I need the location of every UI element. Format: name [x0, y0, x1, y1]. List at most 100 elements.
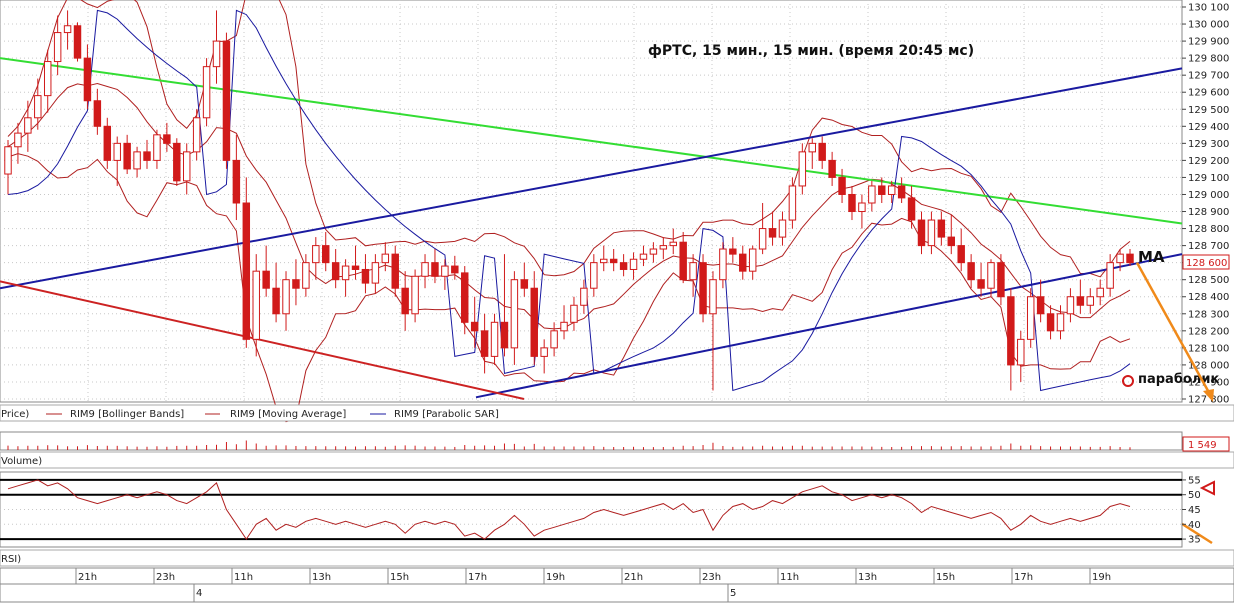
candle-body-up [133, 151, 141, 170]
candle-body-down [361, 268, 370, 284]
candle-body-up [927, 219, 936, 247]
legend-strip [0, 404, 1234, 422]
candle-body-down [123, 142, 131, 170]
legend-bollinger: RIM9 [Bollinger Bands] [70, 409, 184, 420]
candle-body-up [192, 117, 201, 153]
candle-body-down [480, 330, 489, 357]
rsi-axis: 55 50 45 40 35 [1182, 475, 1201, 546]
price-axis: 130 100 130 000 129 900 129 800 129 700 129 6… [1182, 3, 1229, 406]
rsi-tick-label: 40 [1188, 520, 1201, 531]
price-tick-label: 129 200 [1188, 156, 1229, 167]
candle-body-down [679, 241, 687, 281]
trend-line-green-top [0, 57, 1183, 225]
candle-body-down [947, 236, 956, 247]
candle-body-up [1017, 338, 1025, 366]
price-tick-label: 129 700 [1188, 71, 1229, 82]
candle-body-up [341, 265, 350, 281]
legend-ma: RIM9 [Moving Average] [230, 409, 346, 420]
volume-panel [0, 431, 1183, 451]
candle-body-up [600, 258, 608, 264]
candle-body-down [848, 193, 856, 213]
parabolic-annotation: параболик [1138, 372, 1219, 387]
rsi-tick-label: 45 [1188, 505, 1201, 516]
candle-body-up [887, 185, 896, 195]
trend-line-blue-upper [0, 67, 1183, 290]
candle-body-up [53, 32, 62, 63]
price-tick-label: 127 900 [1188, 377, 1229, 388]
legend-price: Price) [1, 409, 29, 420]
candle-body-up [659, 245, 668, 250]
candle-body-up [153, 134, 161, 161]
time-tick-label: 17h [1014, 572, 1033, 583]
candle-body-down [272, 287, 280, 315]
candle-body-down [1126, 253, 1134, 264]
candle-body-down [461, 272, 469, 323]
price-tick-label: 128 500 [1188, 275, 1229, 286]
candle-body-down [322, 245, 330, 264]
candle-body-up [560, 321, 568, 332]
volume-badge [1182, 436, 1230, 452]
candle-body-up [1096, 287, 1104, 298]
candle-body-up [490, 321, 499, 357]
candle-body-down [838, 176, 846, 195]
candle-body-down [530, 287, 538, 357]
candle-body-up [550, 330, 558, 349]
candle-body-up [858, 202, 866, 213]
candle-body-up [371, 262, 380, 284]
candle-body-down [163, 134, 171, 144]
candle-body-up [629, 258, 638, 270]
candle-body-up [421, 262, 429, 277]
candle-body-down [897, 185, 906, 199]
candle-body-up [312, 245, 320, 264]
forecast-arrow-price-head [1203, 389, 1214, 402]
price-tick-label: 130 100 [1188, 3, 1229, 14]
rsi-tick-label: 55 [1188, 475, 1201, 486]
candle-body-down [500, 321, 509, 349]
bollinger-lower [7, 153, 1131, 423]
price-tick-label: 128 400 [1188, 292, 1229, 303]
time-tick-label: 17h [468, 572, 487, 583]
candle-body-up [709, 279, 717, 315]
trend-lines [0, 57, 1183, 400]
rsi-grid [0, 478, 1182, 541]
price-tick-label: 129 100 [1188, 173, 1229, 184]
candle-body-down [739, 253, 747, 272]
candle-body-down [957, 245, 965, 264]
candle-body-up [411, 275, 419, 315]
candle-body-up [788, 185, 797, 221]
candle-body-down [93, 100, 102, 127]
price-tick-label: 128 100 [1188, 343, 1229, 354]
last-price-badge [1182, 254, 1230, 270]
candle-body-down [173, 142, 181, 182]
candle-body-up [1116, 253, 1124, 264]
time-tick-label: 23h [702, 572, 721, 583]
candle-body-up [252, 270, 260, 340]
candle-body-up [590, 262, 598, 289]
candle-body-down [977, 279, 985, 289]
candle-body-up [669, 241, 677, 247]
candle-body-up [113, 142, 121, 161]
candle-body-up [689, 262, 697, 281]
candle-body-down [470, 321, 479, 332]
candle-body-up [63, 25, 72, 34]
candle-body-down [431, 262, 439, 277]
candle-body-up [649, 248, 658, 255]
candle-body-up [441, 265, 449, 277]
candle-body-down [83, 57, 92, 102]
candle-body-up [43, 61, 52, 97]
candle-body-down [878, 185, 886, 195]
candle-body-down [729, 248, 737, 255]
price-panel [0, 0, 1183, 403]
candle-body-down [609, 258, 618, 264]
candle-body-down [73, 25, 82, 59]
candle-body-down [818, 142, 826, 161]
candle-body-down [1036, 296, 1045, 315]
price-tick-label: 129 600 [1188, 88, 1229, 99]
candle-body-down [997, 262, 1005, 298]
candle-body-up [748, 248, 757, 272]
candle-body-up [580, 287, 588, 306]
last-price-label: 128 600 [1186, 258, 1227, 269]
candle-body-down [917, 219, 926, 247]
forecast-arrow-price [1135, 262, 1214, 399]
candle-body-down [520, 279, 529, 289]
